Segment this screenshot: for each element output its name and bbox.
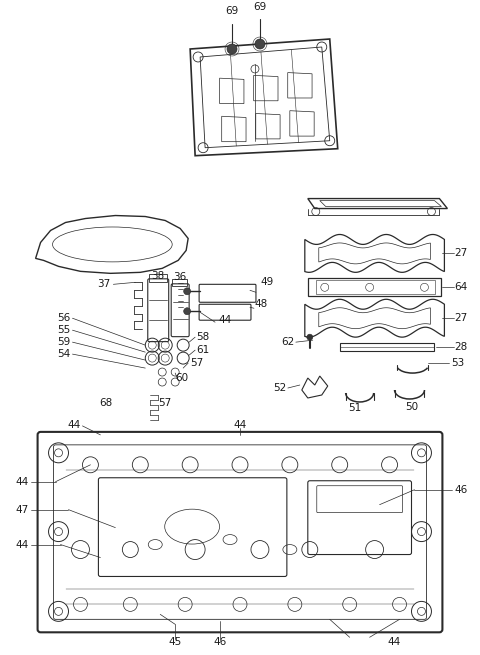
Text: 57: 57 [190, 358, 204, 368]
Text: 59: 59 [57, 337, 71, 347]
Text: 61: 61 [196, 345, 209, 355]
Text: 57: 57 [158, 398, 172, 408]
Text: 69: 69 [226, 6, 239, 16]
Text: 47: 47 [15, 504, 29, 515]
Text: 69: 69 [253, 2, 266, 12]
Text: 28: 28 [455, 342, 468, 352]
Circle shape [184, 288, 191, 295]
Circle shape [255, 39, 265, 49]
Text: 37: 37 [97, 279, 110, 290]
Text: 54: 54 [57, 349, 71, 359]
Circle shape [227, 44, 237, 54]
Text: 50: 50 [405, 402, 418, 412]
Text: 52: 52 [274, 383, 287, 393]
Text: 44: 44 [218, 315, 231, 326]
Text: 56: 56 [57, 313, 71, 323]
Text: 62: 62 [282, 337, 295, 347]
Text: 27: 27 [455, 248, 468, 259]
Text: 38: 38 [152, 271, 165, 282]
Bar [340, 343, 434, 351]
Text: 46: 46 [455, 485, 468, 495]
Text: 45: 45 [168, 637, 182, 647]
Text: 51: 51 [348, 403, 361, 413]
Bar [149, 274, 167, 282]
Circle shape [184, 308, 191, 315]
Text: 49: 49 [260, 277, 273, 288]
Text: 48: 48 [254, 299, 267, 309]
Text: 44: 44 [233, 420, 247, 430]
Text: 44: 44 [15, 540, 29, 550]
Text: 68: 68 [99, 398, 112, 408]
Text: 55: 55 [57, 325, 71, 335]
Text: 58: 58 [196, 332, 209, 342]
Text: 53: 53 [451, 358, 465, 368]
Text: 64: 64 [455, 282, 468, 292]
Bar [172, 279, 187, 286]
Text: 36: 36 [174, 272, 187, 282]
Circle shape [307, 334, 313, 340]
Text: 44: 44 [15, 477, 29, 487]
Text: 44: 44 [388, 637, 401, 647]
Text: 46: 46 [214, 637, 227, 647]
Text: 27: 27 [455, 313, 468, 323]
Text: 60: 60 [175, 373, 188, 383]
Text: 44: 44 [67, 420, 81, 430]
